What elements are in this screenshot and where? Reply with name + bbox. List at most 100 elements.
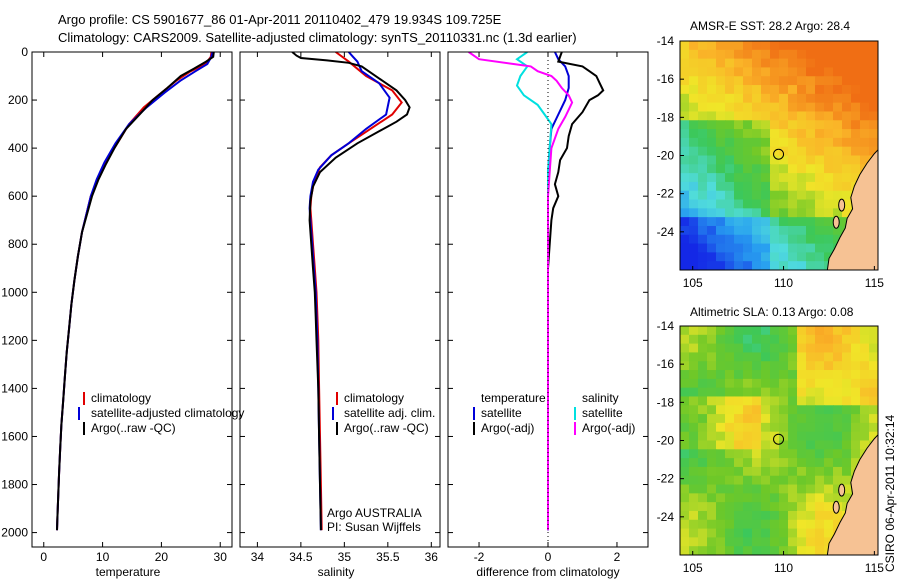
map-cell [824, 252, 834, 262]
difference-legend: temperature satellite Argo(-adj) salinit… [473, 391, 635, 435]
map-cell [752, 234, 762, 245]
map-cell [842, 146, 852, 157]
map-cell [860, 405, 870, 415]
map-cell [743, 234, 753, 245]
map-cell [689, 326, 699, 336]
map-cell [716, 137, 726, 148]
map-cell [743, 405, 753, 415]
map-cell [689, 537, 699, 547]
map-cell [779, 510, 789, 521]
island [838, 483, 846, 497]
map-cell [761, 414, 771, 424]
map-cell [698, 546, 708, 555]
map-cell [725, 370, 735, 380]
map-cell [815, 537, 825, 547]
map-cell [689, 111, 699, 121]
map-cell [797, 484, 807, 494]
map-cell [788, 225, 798, 236]
map-cell [806, 261, 816, 270]
legend-label: satellite adj. clim. [344, 406, 435, 420]
map-cell [770, 510, 780, 521]
map-cell [761, 225, 771, 236]
map-cell [824, 208, 834, 218]
map-cell [869, 396, 878, 406]
map-cell [698, 199, 708, 209]
map-cell [734, 41, 744, 51]
map-cell [734, 334, 744, 345]
y-tick-label: 2000 [1, 526, 28, 540]
map-cell [680, 378, 690, 389]
map-cell [761, 252, 771, 262]
map-cell [752, 405, 762, 415]
map-cell [779, 361, 789, 371]
map-cell [815, 199, 825, 209]
map-cell [725, 343, 735, 354]
map-cell [734, 326, 744, 336]
map-cell [698, 217, 708, 227]
map-cell [761, 546, 771, 555]
map-cell [725, 396, 735, 406]
map-cell [806, 49, 816, 60]
map-cell [860, 58, 870, 69]
map-cell [770, 387, 780, 398]
map-cell [806, 387, 816, 398]
map-cell [761, 49, 771, 60]
map-cell [815, 352, 825, 362]
map-cell [761, 41, 771, 51]
map-cell [680, 537, 690, 547]
map-cell [833, 164, 843, 174]
map-cell [707, 440, 717, 450]
map-cell [779, 93, 789, 104]
map-cell [689, 129, 699, 139]
temperature-legend: climatology satellite-adjusted climatolo… [78, 391, 244, 435]
map-cell [680, 261, 690, 270]
map-cell [815, 93, 825, 104]
map-cell [770, 361, 780, 371]
map-cell [689, 173, 699, 183]
map-cell [689, 370, 699, 380]
map-cell [752, 414, 762, 424]
map-cell [779, 252, 789, 262]
map-cell [842, 208, 852, 218]
map-cell [860, 440, 870, 450]
map-cell [716, 111, 726, 121]
map-cell [788, 414, 798, 424]
map-cell [761, 405, 771, 415]
map-cell [851, 102, 861, 113]
map-cell [770, 243, 780, 253]
map-cell [734, 343, 744, 354]
map-cell [689, 475, 699, 486]
map-cell [851, 378, 861, 389]
map-cell [734, 252, 744, 262]
map-cell [860, 387, 870, 398]
map-cell [806, 164, 816, 174]
map-cell [824, 475, 834, 486]
map-cell [779, 466, 789, 477]
map-cell [743, 111, 753, 121]
map-cell [743, 343, 753, 354]
map-cell [779, 502, 789, 512]
map-cell [842, 431, 852, 442]
map-cell [716, 370, 726, 380]
map-cell [770, 422, 780, 433]
map-cell [743, 76, 753, 86]
x-tick-label: 110 [774, 561, 793, 575]
map-cell [770, 334, 780, 345]
map-cell [698, 190, 708, 201]
map-cell [689, 352, 699, 362]
map-cell [734, 466, 744, 477]
map-cell [833, 102, 843, 113]
map-cell [761, 129, 771, 139]
x-tick-label: 0 [40, 550, 47, 564]
map-cell [833, 387, 843, 398]
map-cell [761, 510, 771, 521]
map-cell [824, 352, 834, 362]
map-cell [797, 378, 807, 389]
map-cell [734, 370, 744, 380]
map-cell [680, 422, 690, 433]
map-cell [806, 361, 816, 371]
map-cell [725, 502, 735, 512]
map-cell [680, 431, 690, 442]
map-cell [716, 414, 726, 424]
